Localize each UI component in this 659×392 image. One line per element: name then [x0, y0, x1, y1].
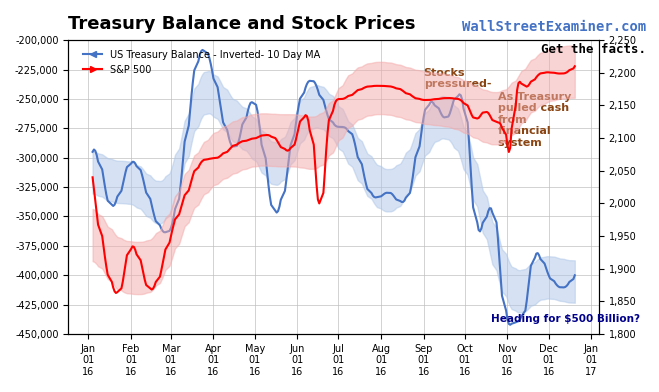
Text: As Treasury
pulled cash
from
financial
system: As Treasury pulled cash from financial s… [498, 92, 571, 148]
Text: WallStreetExaminer.com: WallStreetExaminer.com [461, 20, 646, 34]
Text: Stocks
pressured-: Stocks pressured- [424, 67, 491, 89]
Text: Heading for $500 Billion?: Heading for $500 Billion? [491, 314, 640, 324]
Text: Get the facts.: Get the facts. [541, 43, 646, 56]
Text: Treasury Balance and Stock Prices: Treasury Balance and Stock Prices [69, 15, 416, 33]
Legend: US Treasury Balance - Inverted- 10 Day MA, S&P 500: US Treasury Balance - Inverted- 10 Day M… [79, 46, 324, 79]
